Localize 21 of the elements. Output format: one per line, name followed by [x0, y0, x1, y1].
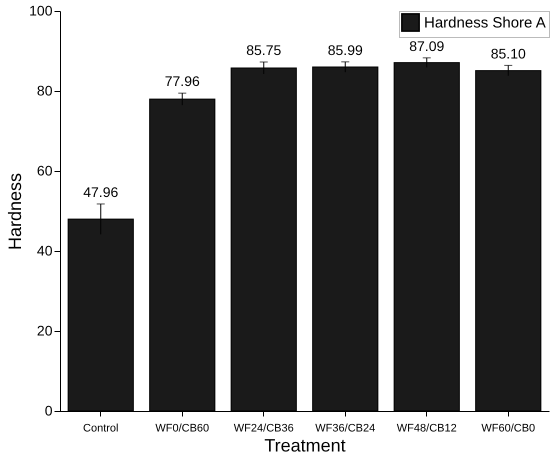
- y-axis-title: Hardness: [5, 172, 26, 250]
- y-tick-label: 20: [36, 322, 53, 338]
- x-tick-label: WF60/CB0: [481, 422, 536, 434]
- y-tick-label: 0: [44, 402, 53, 418]
- y-tick-label: 80: [36, 82, 53, 98]
- y-tick-label: 60: [36, 162, 53, 178]
- data-label: 77.96: [164, 73, 200, 90]
- data-label: 85.99: [328, 42, 363, 58]
- data-label: 85.75: [246, 42, 282, 58]
- data-label: 85.10: [490, 45, 526, 62]
- x-tick-label: WF0/CB60: [155, 422, 210, 434]
- x-axis-title: Treatment: [264, 436, 346, 456]
- x-tick-label: WF48/CB12: [396, 422, 457, 434]
- x-tick-label: Control: [83, 422, 118, 434]
- data-label: 87.09: [409, 38, 444, 54]
- y-tick-label: 40: [36, 242, 53, 258]
- y-tick-label: 100: [29, 2, 53, 18]
- legend-label: Hardness Shore A: [424, 14, 546, 32]
- x-tick-label: WF36/CB24: [315, 422, 376, 434]
- data-label: 47.96: [83, 184, 118, 200]
- x-tick-label: WF24/CB36: [234, 422, 294, 434]
